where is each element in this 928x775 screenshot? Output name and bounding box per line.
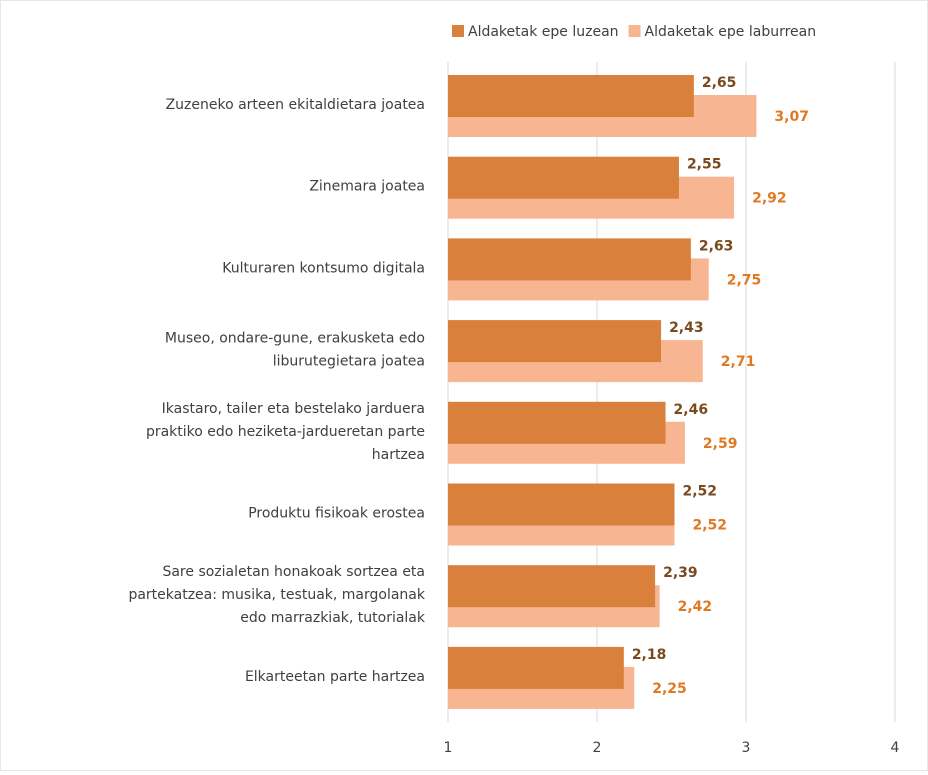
- bar: [448, 238, 691, 281]
- value-label: 2,71: [721, 354, 756, 370]
- bar: [448, 156, 679, 199]
- category-label: liburutegietara joatea: [273, 354, 425, 370]
- category-label: praktiko edo heziketa-jardueretan parte: [146, 424, 425, 440]
- value-label: 3,07: [774, 109, 809, 125]
- value-label: 2,39: [663, 565, 698, 581]
- category-label: Produktu fisikoak erostea: [248, 506, 425, 522]
- value-label: 2,18: [632, 647, 667, 663]
- value-label: 2,25: [652, 681, 687, 697]
- value-label: 2,52: [682, 484, 717, 500]
- value-label: 2,55: [687, 157, 722, 173]
- category-label: Zuzeneko arteen ekitaldietara joatea: [166, 97, 425, 113]
- bar: [448, 565, 656, 608]
- x-tick-label: 4: [891, 740, 900, 756]
- value-label: 2,42: [678, 599, 713, 615]
- value-label: 2,43: [669, 320, 704, 336]
- value-label: 2,63: [699, 238, 734, 254]
- category-label: Ikastaro, tailer eta bestelako jarduera: [162, 401, 425, 417]
- category-label: Kulturaren kontsumo digitala: [222, 260, 425, 276]
- legend-label: Aldaketak epe luzean: [468, 24, 619, 40]
- bar: [448, 401, 666, 444]
- value-label: 2,92: [752, 191, 787, 207]
- category-label: partekatzea: musika, testuak, margolanak: [128, 587, 425, 603]
- value-label: 2,65: [702, 75, 737, 91]
- bar: [448, 320, 662, 363]
- category-label: Museo, ondare-gune, erakusketa edo: [165, 331, 425, 347]
- bar: [448, 483, 675, 526]
- x-tick-label: 2: [593, 740, 602, 756]
- value-label: 2,59: [703, 436, 738, 452]
- category-label: edo marrazkiak, tutorialak: [240, 610, 426, 626]
- value-label: 2,52: [692, 518, 727, 534]
- category-label: Sare sozialetan honakoak sortzea eta: [162, 564, 425, 580]
- category-label: Zinemara joatea: [309, 179, 425, 195]
- value-label: 2,46: [674, 402, 709, 418]
- legend-label: Aldaketak epe laburrean: [645, 24, 817, 40]
- legend-swatch: [628, 25, 641, 37]
- category-label: Elkarteetan parte hartzea: [245, 669, 425, 685]
- x-tick-label: 3: [742, 740, 751, 756]
- bar: [448, 646, 624, 689]
- legend-swatch: [452, 25, 464, 37]
- bar: [448, 75, 694, 117]
- value-label: 2,75: [727, 272, 762, 288]
- category-label: hartzea: [372, 447, 425, 463]
- x-tick-label: 1: [444, 740, 453, 756]
